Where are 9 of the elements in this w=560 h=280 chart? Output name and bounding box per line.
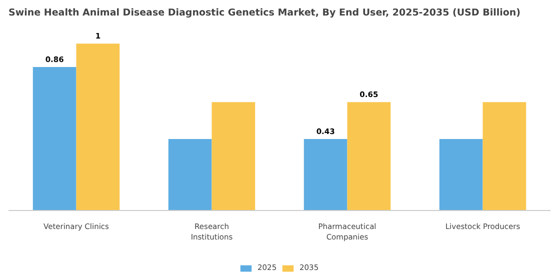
bar [347,102,391,211]
bar [212,102,256,211]
chart-title: Swine Health Animal Disease Diagnostic Genetics Market, By End User, 2025-2035 (USD Billion) [8,8,520,18]
bar [439,138,483,211]
bar [76,44,120,211]
bar [168,138,212,211]
bar [482,102,526,211]
bar [32,67,76,211]
bar [304,138,348,211]
